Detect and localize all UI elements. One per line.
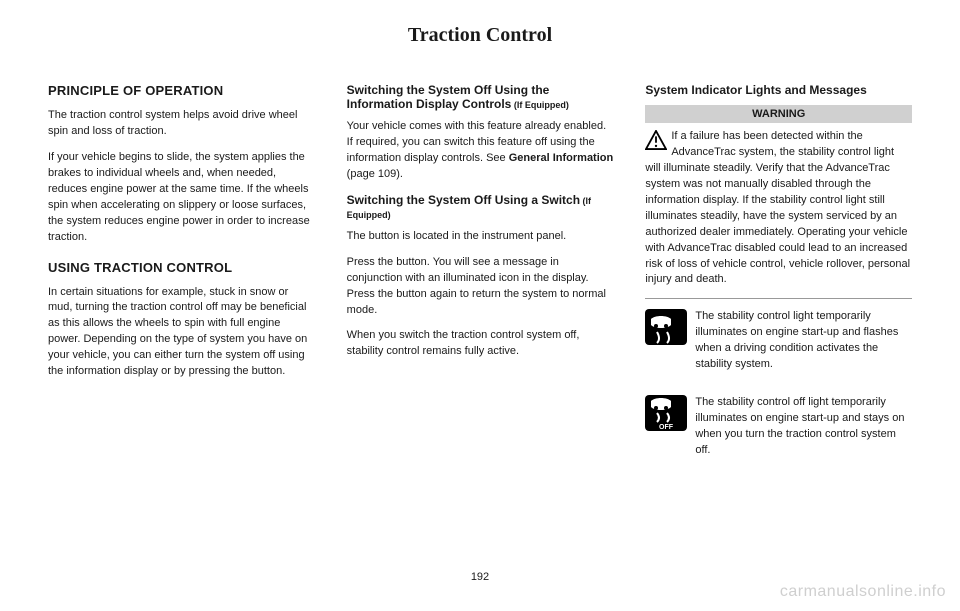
indicator-row-stability-off: OFF The stability control off light temp… bbox=[645, 395, 912, 469]
link-general-information: General Information bbox=[509, 152, 614, 164]
watermark: carmanualsonline.info bbox=[780, 583, 946, 601]
warning-label: WARNING bbox=[645, 105, 912, 123]
paragraph: If your vehicle begins to slide, the sys… bbox=[48, 150, 315, 246]
heading-sub: (If Equipped) bbox=[511, 100, 569, 110]
content-columns: PRINCIPLE OF OPERATION The traction cont… bbox=[48, 83, 912, 481]
paragraph: When you switch the traction control sys… bbox=[347, 328, 614, 360]
paragraph: Press the button. You will see a message… bbox=[347, 255, 614, 319]
heading-principle: PRINCIPLE OF OPERATION bbox=[48, 83, 315, 98]
column-3: System Indicator Lights and Messages WAR… bbox=[645, 83, 912, 481]
heading-using-traction: USING TRACTION CONTROL bbox=[48, 260, 315, 275]
page-title: Traction Control bbox=[48, 24, 912, 47]
indicator-text: The stability control light temporarily … bbox=[695, 309, 912, 373]
stability-control-icon bbox=[645, 309, 687, 345]
indicator-row-stability-on: The stability control light temporarily … bbox=[645, 309, 912, 383]
svg-text:OFF: OFF bbox=[659, 424, 674, 431]
indicator-text: The stability control off light temporar… bbox=[695, 395, 912, 459]
column-2: Switching the System Off Using the Infor… bbox=[347, 83, 614, 481]
warning-text: If a failure has been detected within th… bbox=[645, 129, 912, 288]
paragraph: Your vehicle comes with this feature alr… bbox=[347, 119, 614, 183]
paragraph: The traction control system helps avoid … bbox=[48, 108, 315, 140]
heading-system-indicator: System Indicator Lights and Messages bbox=[645, 83, 912, 97]
warning-block: WARNING If a failure has been detected w… bbox=[645, 105, 912, 299]
heading-switch-off-display: Switching the System Off Using the Infor… bbox=[347, 83, 614, 111]
heading-switch-off-switch: Switching the System Off Using a Switch … bbox=[347, 193, 614, 221]
warning-triangle-icon bbox=[645, 130, 667, 150]
page-number: 192 bbox=[0, 571, 960, 583]
stability-control-off-icon: OFF bbox=[645, 395, 687, 431]
text: (page 109). bbox=[347, 168, 403, 180]
paragraph: The button is located in the instrument … bbox=[347, 229, 614, 245]
text: If a failure has been detected within th… bbox=[645, 130, 910, 285]
paragraph: In certain situations for example, stuck… bbox=[48, 285, 315, 381]
column-1: PRINCIPLE OF OPERATION The traction cont… bbox=[48, 83, 315, 481]
heading-text: Switching the System Off Using a Switch bbox=[347, 193, 580, 207]
